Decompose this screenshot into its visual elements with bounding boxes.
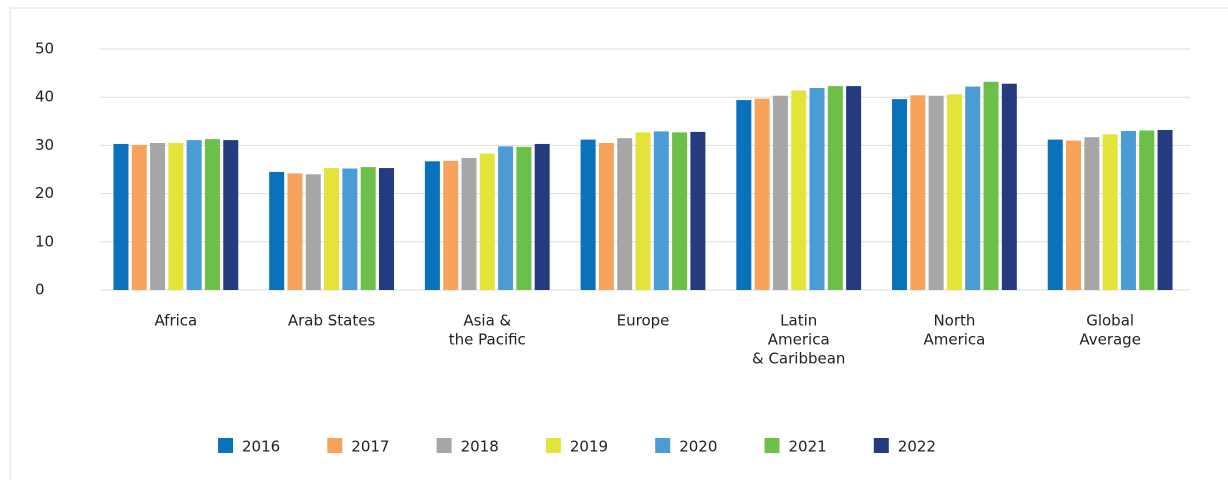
legend-swatch: [545, 438, 561, 453]
legend-swatch: [873, 438, 889, 453]
bar: [1157, 129, 1173, 290]
x-tick-label: Average: [1079, 331, 1141, 349]
legend-label: 2016: [242, 438, 280, 456]
bar: [1047, 139, 1063, 290]
bar: [479, 153, 495, 290]
x-tick-label: Europe: [617, 312, 670, 330]
bar: [269, 171, 285, 290]
x-tick-label: the Pacific: [449, 331, 526, 349]
bar: [653, 131, 669, 290]
bar: [516, 146, 532, 290]
bar: [928, 95, 944, 290]
bar: [635, 132, 651, 290]
legend-swatch: [764, 438, 780, 453]
y-tick-label: 10: [35, 232, 54, 250]
bar: [461, 157, 477, 290]
bar: [150, 142, 166, 290]
bar: [754, 98, 770, 290]
x-tick-label: Latin: [780, 312, 817, 330]
bar: [113, 143, 129, 290]
legend-label: 2021: [789, 438, 827, 456]
bar: [910, 95, 926, 290]
bar: [892, 99, 908, 291]
legend-swatch: [655, 438, 671, 453]
bar: [360, 167, 376, 290]
bar: [534, 143, 550, 290]
bar: [223, 140, 239, 290]
bar: [305, 174, 321, 290]
y-tick-label: 20: [35, 184, 54, 202]
legend-label: 2017: [351, 438, 389, 456]
bar: [1102, 134, 1118, 290]
bar: [1084, 137, 1100, 290]
bar: [983, 81, 999, 290]
bar: [1066, 140, 1082, 290]
x-tick-label: America: [923, 331, 985, 349]
legend-swatch: [327, 438, 343, 453]
bar: [186, 140, 202, 290]
bar: [204, 139, 220, 290]
bar: [131, 144, 147, 290]
bar: [324, 168, 340, 290]
bar: [690, 131, 706, 290]
bar: [946, 94, 962, 290]
bar: [617, 138, 633, 290]
x-tick-label: Africa: [154, 312, 197, 330]
bar: [287, 173, 303, 290]
bar: [1120, 130, 1136, 290]
bar: [846, 86, 862, 290]
x-tick-label: Global: [1086, 312, 1134, 330]
bar: [791, 90, 807, 291]
bar: [443, 160, 459, 290]
frame: [9, 7, 1228, 480]
y-tick-label: 40: [35, 88, 54, 106]
x-tick-label: North: [933, 312, 975, 330]
x-tick-label: Arab States: [288, 312, 376, 330]
legend-swatch: [436, 438, 452, 453]
bar: [672, 132, 688, 290]
bar: [580, 139, 596, 290]
legend-swatch: [218, 438, 233, 453]
bar: [498, 146, 514, 290]
bar: [1001, 83, 1017, 290]
bar: [965, 86, 981, 290]
bar: [827, 86, 843, 290]
legend-label: 2018: [461, 438, 499, 456]
legend-label: 2019: [570, 438, 608, 456]
bar: [378, 168, 394, 290]
y-tick-label: 30: [35, 136, 54, 154]
x-tick-label: Asia &: [463, 312, 511, 330]
bar: [598, 142, 614, 290]
y-tick-label: 50: [35, 40, 54, 58]
bar: [736, 100, 752, 290]
bar: [1139, 130, 1155, 290]
y-tick-label: 0: [35, 281, 45, 299]
legend-label: 2022: [898, 438, 936, 456]
bar: [424, 161, 440, 290]
x-tick-label: & Caribbean: [752, 350, 845, 368]
legend-label: 2020: [679, 438, 717, 456]
x-tick-label: America: [768, 331, 830, 349]
bar: [168, 142, 184, 290]
bar: [772, 95, 788, 290]
bar: [342, 168, 358, 290]
bar: [809, 88, 825, 291]
